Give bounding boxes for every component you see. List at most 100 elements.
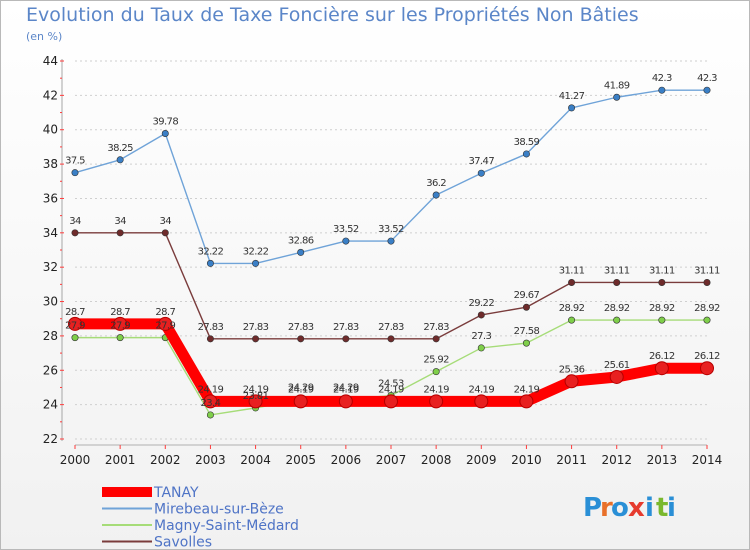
y-tick-label: 22 — [43, 432, 58, 446]
data-label: 28.7 — [155, 307, 175, 318]
data-point — [297, 248, 305, 256]
x-tick-label: 2014 — [692, 453, 723, 467]
proxiti-logo: Pro x i ti — [583, 493, 676, 523]
data-point — [71, 169, 79, 177]
data-label: 28.92 — [604, 303, 630, 314]
data-point — [568, 316, 576, 324]
data-label: 32.86 — [288, 235, 314, 246]
logo-letter: r — [600, 493, 613, 523]
data-point — [654, 361, 669, 376]
data-label: 24.19 — [423, 384, 449, 395]
data-label: 24.19 — [514, 384, 540, 395]
data-point — [477, 311, 485, 319]
data-label: 24.19 — [198, 384, 224, 395]
data-point — [342, 237, 350, 245]
data-point — [522, 303, 530, 311]
legend-label: Mirebeau-sur-Bèze — [154, 502, 284, 518]
data-label: 28.7 — [65, 307, 85, 318]
data-label: 28.92 — [559, 303, 585, 314]
data-point — [252, 259, 260, 267]
data-label: 29.22 — [468, 298, 494, 309]
data-point — [338, 394, 353, 409]
legend-label: TANAY — [153, 485, 199, 501]
x-tick-label: 2010 — [511, 453, 542, 467]
data-point — [252, 335, 260, 343]
data-point — [658, 278, 666, 286]
data-point — [206, 335, 214, 343]
y-tick-label: 42 — [43, 88, 58, 102]
data-point — [432, 368, 440, 376]
data-label: 24.53 — [378, 379, 404, 390]
data-point — [658, 316, 666, 324]
data-point — [703, 278, 711, 286]
data-label: 42.3 — [697, 73, 717, 84]
data-label: 34 — [160, 216, 172, 227]
data-point — [474, 394, 489, 409]
data-point — [519, 394, 534, 409]
data-point — [703, 316, 711, 324]
data-point — [700, 361, 714, 376]
data-point — [342, 335, 350, 343]
x-tick-label: 2002 — [150, 453, 181, 467]
x-axis-ticks: 2000 2001 2002 2003 2004 2005 2006 2007 2008 2009… — [60, 445, 723, 467]
data-label: 24.19 — [288, 384, 314, 395]
y-tick-label: 40 — [43, 123, 58, 137]
data-point — [248, 394, 263, 409]
data-label: 25.36 — [559, 364, 585, 375]
data-point — [293, 394, 308, 409]
legend: TANAYMirebeau-sur-BèzeMagny-Saint-Médard… — [102, 485, 299, 550]
data-labels: 28.7 28.7 28.7 24.19 24.19 24.19 24.19 24.19 24.… — [65, 73, 721, 409]
data-label: 37.47 — [468, 156, 494, 167]
data-label: 41.89 — [604, 80, 630, 91]
data-label: 28.7 — [110, 307, 130, 318]
data-label: 27.83 — [243, 322, 269, 333]
data-label: 27.83 — [288, 322, 314, 333]
data-label: 31.11 — [604, 265, 630, 276]
logo-letter: P — [583, 493, 602, 523]
y-tick-label: 28 — [43, 329, 58, 343]
data-point — [161, 229, 169, 237]
data-point — [71, 229, 79, 237]
data-point — [568, 278, 576, 286]
data-point — [522, 339, 530, 347]
logo-letter: i — [645, 493, 654, 523]
data-label: 32.22 — [198, 246, 224, 257]
data-point — [609, 369, 624, 384]
data-point — [71, 334, 79, 342]
x-tick-label: 2001 — [105, 453, 136, 467]
data-point — [387, 237, 395, 245]
data-label: 24.19 — [243, 384, 269, 395]
data-label: 25.92 — [423, 355, 449, 366]
data-point — [477, 169, 485, 177]
data-point — [161, 130, 169, 138]
data-label: 26.12 — [649, 351, 675, 362]
data-label: 33.52 — [378, 224, 404, 235]
data-point — [116, 334, 124, 342]
x-tick-label: 2013 — [647, 453, 678, 467]
legend-label: Magny-Saint-Médard — [154, 518, 299, 534]
y-tick-label: 34 — [43, 226, 58, 240]
y-tick-label: 36 — [43, 191, 58, 205]
data-label: 36.2 — [426, 178, 446, 189]
data-point — [613, 278, 621, 286]
x-tick-label: 2007 — [376, 453, 407, 467]
data-label: 39.78 — [152, 117, 178, 128]
data-point — [113, 316, 128, 331]
data-label: 27.83 — [423, 322, 449, 333]
data-label: 29.67 — [514, 290, 540, 301]
data-point — [68, 316, 82, 331]
data-point — [613, 316, 621, 324]
data-label: 25.61 — [604, 360, 630, 371]
data-label: 37.5 — [65, 156, 85, 167]
y-tick-label: 30 — [43, 295, 58, 309]
y-tick-label: 24 — [43, 398, 58, 412]
logo-letter: t — [656, 493, 668, 523]
data-label: 31.11 — [559, 265, 585, 276]
data-point — [432, 335, 440, 343]
data-label: 41.27 — [559, 91, 585, 102]
data-point — [206, 411, 214, 419]
y-tick-label: 26 — [43, 363, 58, 377]
data-label: 28.92 — [694, 303, 720, 314]
